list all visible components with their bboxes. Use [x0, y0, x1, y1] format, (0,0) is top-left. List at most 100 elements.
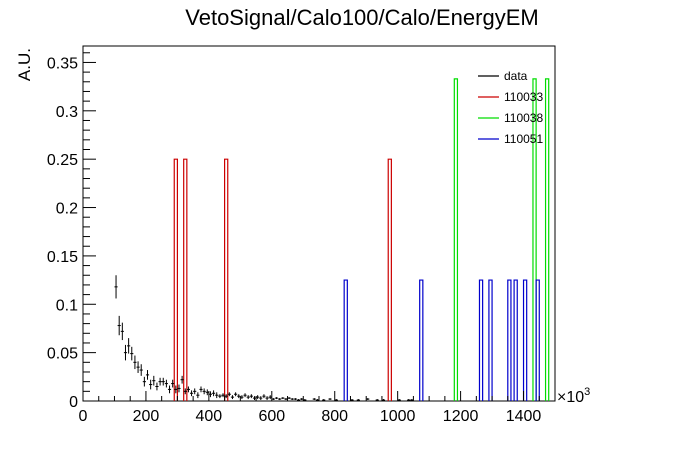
bar-110051-0: [343, 279, 348, 401]
data-point-33: [218, 394, 222, 399]
data-point-1: [117, 315, 121, 336]
data-point-6: [133, 355, 137, 370]
data-point-46: [259, 396, 263, 401]
plot-frame: [82, 45, 556, 402]
data-point-25: [193, 388, 197, 395]
data-point-22: [183, 388, 187, 395]
data-point-0: [114, 275, 118, 299]
data-point-18: [171, 379, 175, 388]
data-point-65: [334, 399, 338, 401]
data-point-19: [174, 385, 178, 394]
data-point-23: [186, 386, 190, 393]
data-point-37: [230, 395, 235, 400]
data-point-64: [328, 398, 332, 401]
bar-110033-3: [387, 158, 392, 401]
bar-110051-1: [419, 279, 424, 401]
data-point-5: [130, 346, 134, 361]
data-point-32: [215, 392, 219, 399]
data-point-28: [202, 388, 206, 395]
data-point-36: [227, 392, 231, 397]
data-point-44: [252, 396, 257, 401]
data-point-60: [303, 399, 307, 401]
data-point-69: [375, 399, 379, 401]
x-axis-multiplier-exponent: 3: [584, 386, 590, 398]
x-axis-multiplier: ×103: [557, 386, 590, 406]
data-point-67: [356, 399, 360, 401]
plot-area: [82, 45, 556, 402]
bar-110051-3: [488, 279, 493, 401]
y-tick-label-6: 0.3: [56, 104, 78, 121]
data-point-16: [164, 379, 168, 388]
data-point-54: [284, 398, 288, 401]
y-tick-label-2: 0.1: [56, 297, 78, 314]
data-point-53: [281, 397, 285, 400]
points-layer: [114, 275, 414, 401]
data-point-30: [208, 391, 213, 398]
data-point-50: [271, 398, 275, 401]
data-point-59: [300, 398, 304, 401]
x-tick-label-2: 400: [196, 408, 223, 425]
x-tick-label-5: 1000: [380, 408, 416, 425]
data-point-40: [240, 395, 244, 400]
data-point-56: [290, 398, 294, 401]
data-point-66: [350, 399, 354, 401]
data-point-21: [180, 375, 184, 384]
data-point-38: [234, 392, 238, 397]
y-tick-label-5: 0.25: [47, 152, 78, 169]
legend-entry-110038: 110038: [478, 111, 543, 125]
data-point-26: [196, 392, 200, 399]
y-tick-label-1: 0.05: [47, 346, 78, 363]
x-tick-label-1: 200: [133, 408, 160, 425]
legend-entry-data: data: [478, 69, 528, 83]
legend: data 110033 110038 110051: [478, 69, 543, 146]
data-point-17: [167, 385, 172, 394]
data-point-42: [246, 395, 250, 400]
y-tick-label-3: 0.15: [47, 249, 78, 266]
data-point-72: [407, 399, 411, 401]
chart-title: VetoSignal/Calo100/Calo/EnergyEM: [185, 5, 538, 30]
data-point-11: [149, 379, 153, 390]
x-tick-label-7: 1400: [506, 408, 542, 425]
bar-110051-4: [507, 279, 512, 401]
data-point-63: [322, 399, 326, 401]
data-point-10: [145, 370, 150, 380]
data-point-2: [120, 322, 124, 341]
data-point-45: [256, 395, 260, 400]
x-tick-label-3: 600: [258, 408, 285, 425]
data-point-73: [410, 399, 414, 401]
data-point-7: [136, 361, 140, 373]
data-point-35: [224, 394, 228, 399]
data-point-61: [312, 398, 316, 401]
data-point-31: [212, 390, 216, 397]
bar-110038-0: [453, 78, 459, 401]
y-tick-label-0: 0: [69, 394, 78, 411]
data-point-13: [155, 382, 159, 391]
x-axis-multiplier-base: ×10: [557, 389, 584, 406]
legend-label-110051: 110051: [504, 132, 543, 146]
bar-110033-1: [183, 158, 188, 401]
data-point-49: [268, 395, 272, 400]
legend-entry-110051: 110051: [478, 132, 543, 146]
bars-layer: [173, 78, 550, 401]
data-point-27: [199, 386, 203, 393]
legend-label-110033: 110033: [504, 90, 543, 104]
data-point-43: [249, 394, 253, 399]
data-point-4: [127, 338, 131, 354]
axes-layer: 0 200 400 600 800 1000 1200 1400 0 0.05 0.1 0.15 0.2…: [47, 52, 556, 425]
bar-110033-0: [173, 158, 178, 401]
bar-110051-2: [478, 279, 484, 401]
y-tick-label-7: 0.35: [47, 55, 78, 72]
bar-110038-2: [544, 78, 550, 401]
x-tick-label-4: 800: [321, 408, 348, 425]
data-point-20: [177, 384, 181, 393]
data-point-8: [139, 364, 143, 376]
y-tick-label-4: 0.2: [56, 201, 78, 218]
data-point-47: [262, 394, 266, 399]
data-point-51: [274, 397, 279, 400]
data-point-52: [278, 398, 282, 401]
y-axis-label: A.U.: [15, 48, 34, 81]
bar-110051-5: [513, 279, 518, 401]
data-point-14: [158, 377, 162, 386]
data-point-55: [287, 397, 291, 400]
x-tick-label-0: 0: [79, 408, 88, 425]
